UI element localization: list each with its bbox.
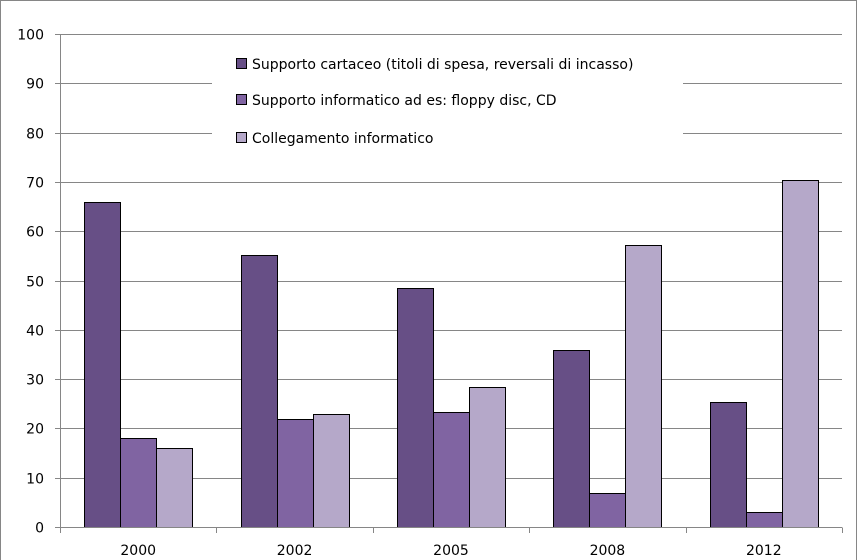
bar-2002-series-3 [313, 414, 350, 528]
bar-2000-series-1 [84, 202, 121, 528]
bar-2002-series-1 [241, 255, 278, 528]
x-tick-label: 2000 [120, 543, 156, 559]
bar-2012-series-3 [782, 180, 819, 528]
bar-2005-series-1 [397, 288, 434, 528]
bar-2000-series-2 [120, 438, 157, 528]
bar-2012-series-1 [710, 402, 747, 528]
x-tick-label: 2008 [590, 543, 626, 559]
bar-2002-series-2 [277, 419, 314, 528]
legend-swatch [236, 132, 247, 143]
y-tick-label: 60 [26, 225, 44, 241]
x-tick-label: 2002 [277, 543, 313, 559]
x-tick-label: 2012 [746, 543, 782, 559]
bar-2008-series-1 [553, 350, 590, 528]
y-tick-label: 40 [26, 324, 44, 340]
y-tick-label: 0 [35, 521, 44, 537]
y-tick-label: 50 [26, 275, 44, 291]
y-tick-label: 30 [26, 373, 44, 389]
legend-swatch [236, 58, 247, 69]
x-tick-label: 2005 [433, 543, 469, 559]
bar-2005-series-2 [433, 412, 470, 528]
y-tick-label: 90 [26, 77, 44, 93]
y-tick-label: 80 [26, 127, 44, 143]
bar-2008-series-3 [625, 245, 662, 528]
legend-label: Collegamento informatico [252, 131, 433, 147]
y-tick-label: 100 [17, 28, 44, 44]
bars [84, 180, 819, 528]
bar-2012-series-2 [746, 512, 783, 528]
legend-label: Supporto cartaceo (titoli di spesa, reve… [252, 57, 633, 73]
legend-swatch [236, 94, 247, 105]
bar-2005-series-3 [469, 387, 506, 528]
legend: Supporto cartaceo (titoli di spesa, reve… [236, 57, 633, 147]
bar-2000-series-3 [156, 448, 193, 528]
legend-label: Supporto informatico ad es: floppy disc,… [252, 93, 557, 109]
x-axis: 2000 2002 2005 2008 2012 [60, 527, 843, 559]
y-tick-label: 10 [26, 472, 44, 488]
y-tick-label: 20 [26, 422, 44, 438]
y-tick-label: 70 [26, 176, 44, 192]
y-axis-ticks: 0 10 20 30 40 50 60 70 80 90 100 [17, 28, 61, 537]
bar-2008-series-2 [589, 493, 626, 528]
